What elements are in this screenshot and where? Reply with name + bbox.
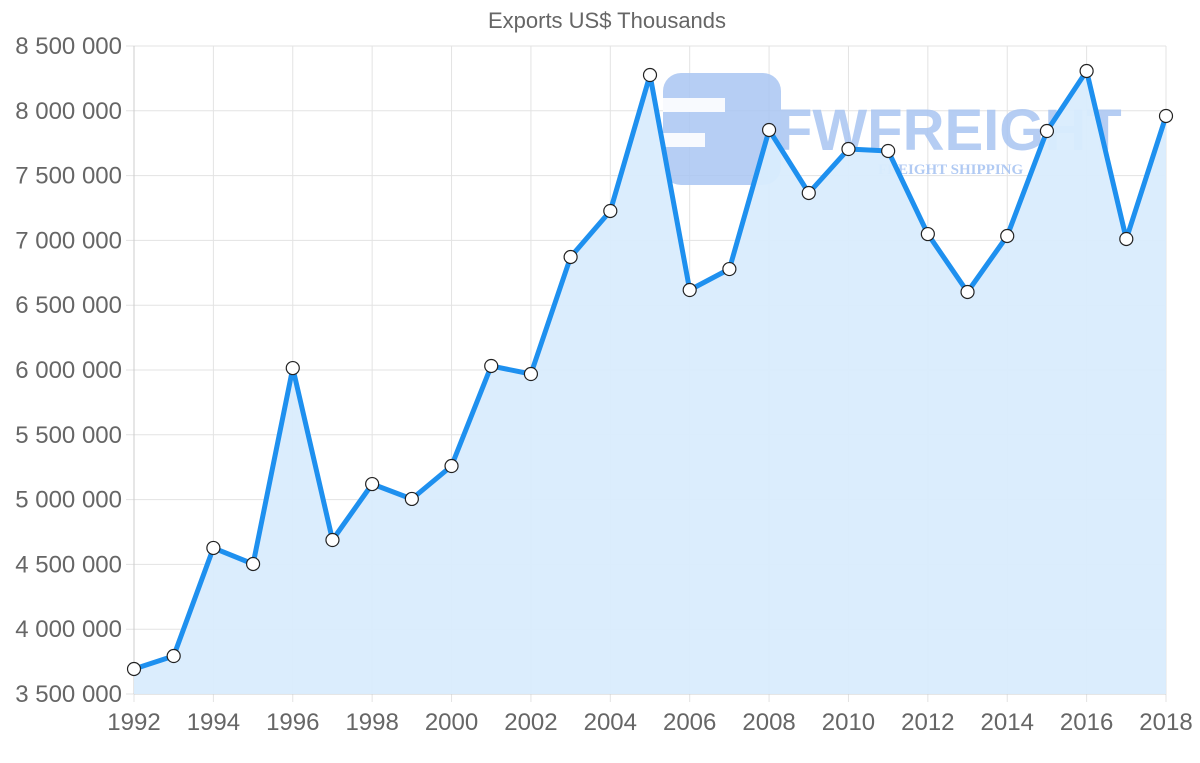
data-point[interactable] (166, 648, 181, 664)
x-tick-label: 2002 (504, 709, 557, 736)
y-axis: 3 500 000 4 000 000 4 500 000 5 000 000 5 50… (15, 33, 122, 708)
data-point[interactable] (1079, 63, 1094, 79)
x-tick-label: 1996 (266, 709, 319, 736)
y-tick-label: 6 000 000 (15, 357, 122, 384)
area-fill (134, 71, 1166, 694)
data-point[interactable] (761, 122, 777, 138)
x-tick-label: 1998 (345, 709, 398, 736)
data-point[interactable] (801, 185, 816, 201)
data-point[interactable] (920, 226, 935, 242)
data-point[interactable] (285, 360, 300, 376)
x-tick-label: 1992 (107, 709, 160, 736)
chart-title: Exports US$ Thousands (487, 8, 727, 33)
y-tick-label: 8 500 000 (15, 33, 122, 60)
data-point[interactable] (563, 249, 578, 265)
data-point[interactable] (603, 203, 618, 219)
y-tick-label: 5 000 000 (15, 487, 122, 514)
y-tick-label: 4 500 000 (15, 551, 122, 578)
data-point[interactable] (881, 143, 896, 159)
data-point[interactable] (1039, 123, 1055, 139)
data-point[interactable] (642, 67, 658, 83)
x-tick-label: 2014 (981, 709, 1034, 736)
data-point[interactable] (325, 532, 340, 548)
y-tick-label: 7 000 000 (15, 227, 122, 254)
y-tick-label: 8 000 000 (15, 98, 122, 125)
y-tick-label: 4 000 000 (15, 616, 122, 643)
data-point[interactable] (841, 141, 856, 157)
x-tick-label: 2000 (425, 709, 478, 736)
data-point[interactable] (444, 458, 459, 474)
y-tick-label: 5 500 000 (15, 422, 122, 449)
data-point[interactable] (365, 476, 380, 492)
data-point[interactable] (960, 284, 975, 300)
y-tick-label: 7 500 000 (15, 163, 122, 190)
data-points (126, 63, 1174, 677)
x-tick-label: 2004 (584, 709, 637, 736)
x-tick-label: 2016 (1060, 709, 1113, 736)
data-point[interactable] (206, 540, 221, 556)
x-tick-label: 2018 (1139, 709, 1192, 736)
watermark-tagline: FREIGHT SHIPPING (878, 162, 1023, 178)
x-tick-label: 2006 (663, 709, 716, 736)
x-tick-label: 2008 (742, 709, 795, 736)
x-axis: 1992 1994 1996 1998 2000 2002 2004 2006 2008 2010… (107, 709, 1192, 736)
data-point[interactable] (1119, 231, 1134, 247)
x-tick-label: 2010 (822, 709, 875, 736)
data-point[interactable] (1158, 108, 1174, 124)
data-point[interactable] (722, 261, 737, 277)
data-point[interactable] (1000, 228, 1015, 244)
data-point[interactable] (682, 282, 697, 298)
x-tick-label: 2012 (901, 709, 954, 736)
data-point[interactable] (245, 556, 261, 572)
y-tick-label: 6 500 000 (15, 292, 122, 319)
data-point[interactable] (126, 661, 142, 677)
data-point[interactable] (404, 491, 419, 507)
data-point[interactable] (523, 366, 539, 382)
y-tick-label: 3 500 000 (15, 681, 122, 708)
data-point[interactable] (484, 358, 499, 374)
x-tick-label: 1994 (187, 709, 240, 736)
